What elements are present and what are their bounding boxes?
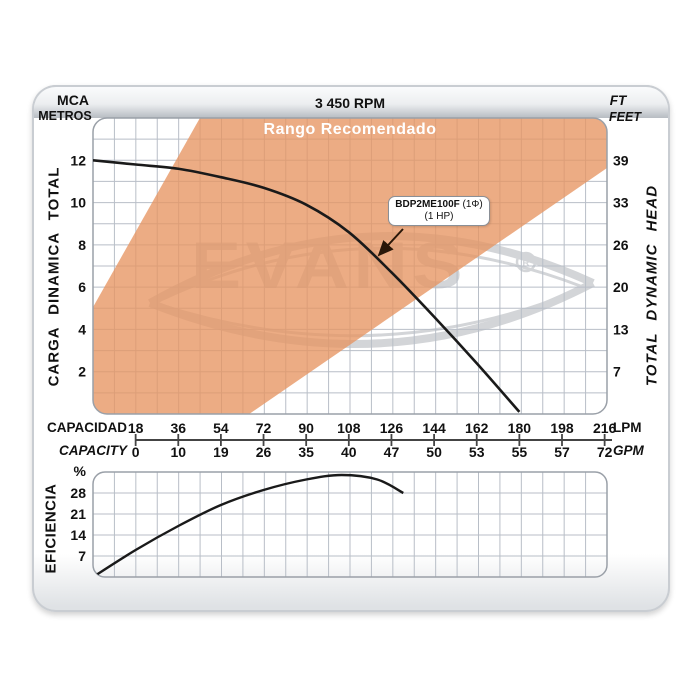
pump-power-text: (1 HP) (424, 211, 454, 222)
y-tick-feet: 20 (613, 279, 629, 295)
pump-model-text: BDP2ME100F (395, 199, 460, 210)
y-tick-metros: 8 (78, 237, 86, 253)
efficiency-plot-border (92, 471, 608, 578)
header-strip (34, 87, 668, 118)
x-tick-lpm: 18 (128, 420, 144, 436)
x-tick-lpm: 144 (422, 420, 446, 436)
head-capacity-curve (93, 158, 521, 413)
x-tick-gpm: 26 (256, 444, 272, 460)
y-tick-feet: 33 (613, 195, 629, 211)
x-tick-lpm: 180 (508, 420, 532, 436)
registered-mark-icon (515, 251, 537, 273)
efficiency-unit-label: % (73, 463, 86, 479)
x-tick-lpm: 72 (256, 420, 272, 436)
right-unit-ft: FT (609, 93, 627, 108)
y-tick-feet: 39 (613, 152, 629, 168)
efficiency-tick: 28 (70, 485, 86, 501)
grid-lines (93, 472, 607, 577)
efficiency-tick: 21 (70, 506, 86, 522)
x-tick-lpm: 126 (380, 420, 404, 436)
x-axis: 1803610541972269035108401264714450162531… (128, 420, 617, 460)
x-axis-label-capacity: CAPACITY (58, 443, 127, 458)
pump-model-callout: BDP2ME100F (1Φ) (1 HP) (388, 196, 490, 226)
efficiency-tick: 14 (70, 527, 86, 543)
main-plot-border (92, 117, 608, 415)
y-tick-feet: 26 (613, 237, 629, 253)
y-tick-metros: 6 (78, 279, 86, 295)
recommended-range-area (93, 118, 607, 414)
y-axis-ticks: 12 39 10 33 8 26 6 20 4 13 2 7 28 21 14 7 (70, 152, 628, 564)
efficiency-tick: 7 (78, 548, 86, 564)
x-tick-lpm: 54 (213, 420, 229, 436)
x-tick-gpm: 53 (469, 444, 485, 460)
x-tick-gpm: 40 (341, 444, 357, 460)
callout-arrow (377, 228, 404, 257)
x-tick-gpm: 72 (597, 444, 613, 460)
y-tick-metros: 2 (78, 364, 86, 380)
x-tick-gpm: 55 (512, 444, 528, 460)
rpm-title: 3 450 RPM (314, 95, 386, 111)
x-tick-gpm: 35 (298, 444, 314, 460)
x-tick-lpm: 216 (593, 420, 617, 436)
pump-phase-text: (1Φ) (459, 199, 483, 210)
left-unit-metros: METROS (38, 109, 92, 123)
x-tick-lpm: 198 (550, 420, 574, 436)
x-tick-gpm: 57 (554, 444, 570, 460)
efficiency-curve (93, 473, 404, 577)
y-tick-feet: 7 (613, 364, 621, 380)
x-tick-lpm: 90 (298, 420, 314, 436)
y-tick-metros: 10 (70, 195, 86, 211)
svg-text:R: R (522, 258, 530, 269)
x-tick-lpm: 36 (170, 420, 186, 436)
x-tick-gpm: 50 (426, 444, 442, 460)
x-axis-label-capacidad: CAPACIDAD (47, 420, 127, 435)
x-tick-gpm: 19 (213, 444, 229, 460)
x-tick-lpm: 162 (465, 420, 489, 436)
right-unit-feet: FEET (609, 110, 641, 124)
x-tick-gpm: 0 (132, 444, 140, 460)
x-tick-lpm: 108 (337, 420, 361, 436)
y-tick-metros: 4 (78, 321, 86, 337)
x-tick-gpm: 10 (170, 444, 186, 460)
x-axis-unit-gpm: GPM (613, 443, 644, 458)
left-unit-mca: MCA (57, 92, 89, 108)
y-tick-feet: 13 (613, 321, 629, 337)
x-tick-gpm: 47 (384, 444, 400, 460)
y-tick-metros: 12 (70, 152, 86, 168)
x-axis-unit-lpm: LPM (613, 420, 642, 435)
recommended-range-label: Rango Recomendado (263, 121, 437, 138)
